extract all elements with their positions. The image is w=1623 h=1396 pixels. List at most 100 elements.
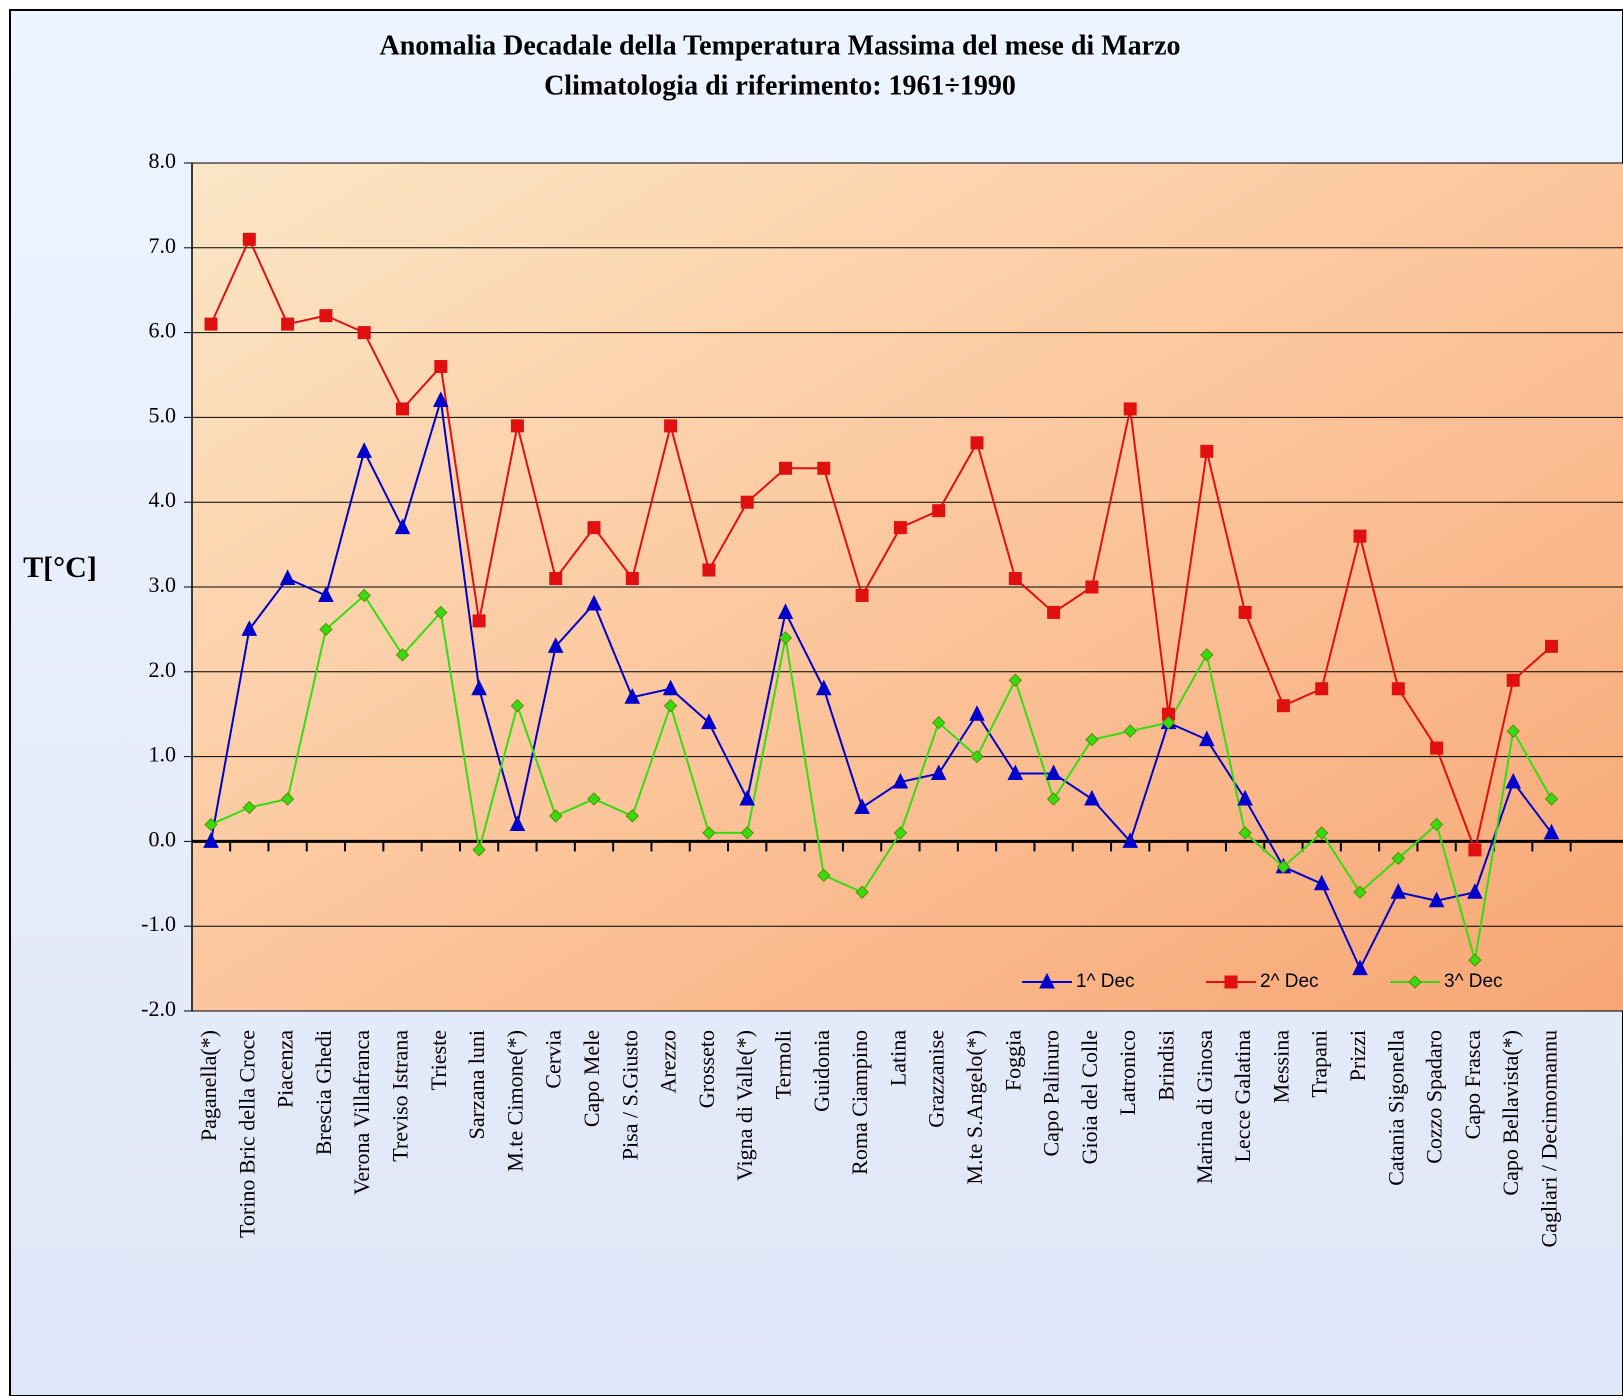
point	[969, 705, 985, 721]
point	[1391, 851, 1406, 866]
point	[281, 317, 295, 331]
point	[1045, 764, 1062, 781]
y-tick-label: 4.0	[149, 487, 177, 512]
point	[777, 603, 794, 619]
point	[1315, 682, 1329, 696]
point	[472, 614, 486, 628]
chart-subtitle: Climatologia di riferimento: 1961÷1990	[544, 70, 1016, 101]
point	[855, 885, 869, 899]
x-tick-label: Roma Ciampino	[847, 1030, 872, 1175]
point	[1506, 673, 1520, 687]
x-tick-label: Treviso Istrana	[388, 1030, 413, 1162]
point	[701, 713, 717, 730]
point	[893, 826, 908, 840]
x-tick-label: Prizzi	[1345, 1030, 1370, 1081]
point	[1123, 724, 1137, 738]
point	[1352, 959, 1368, 976]
x-tick-label: Grazzanise	[924, 1030, 949, 1128]
x-tick-label: M.te Cimone(*)	[502, 1030, 527, 1172]
point	[815, 679, 832, 696]
y-tick-label: -2.0	[141, 996, 176, 1021]
series-line	[210, 236, 1553, 854]
point	[1008, 673, 1023, 687]
point	[1122, 832, 1139, 848]
x-tick-label: Grosseto	[694, 1030, 719, 1108]
point	[625, 809, 640, 823]
point	[663, 699, 678, 713]
point	[1085, 580, 1099, 594]
point	[1429, 817, 1444, 832]
x-tick-label: Paganella(*)	[196, 1030, 221, 1141]
x-tick-label: Capo Frasca	[1460, 1030, 1485, 1140]
point	[1046, 792, 1061, 806]
point	[1314, 826, 1329, 840]
point	[204, 317, 218, 331]
point	[778, 631, 793, 645]
point	[318, 586, 334, 602]
y-tick-label: 5.0	[149, 402, 177, 427]
point	[279, 569, 296, 586]
point	[1237, 789, 1253, 806]
x-tick-label: Trapani	[1307, 1030, 1332, 1098]
x-tick-label: Cozzo Spadaro	[1422, 1030, 1447, 1164]
point	[1200, 648, 1214, 662]
point	[817, 461, 831, 475]
point	[1276, 860, 1291, 874]
point	[854, 798, 870, 814]
point	[1544, 792, 1559, 806]
point	[241, 620, 258, 636]
plot: -2.0 -1.0 0.0 1.0 2.0 3.0 4.0 5.0 6.0 7.0 8.0 Pagan…	[141, 148, 1623, 1248]
point	[509, 815, 526, 831]
x-tick-label: Trieste	[426, 1030, 451, 1090]
point	[357, 588, 371, 603]
point	[396, 402, 409, 416]
point	[625, 572, 639, 586]
x-tick-label: Torino Bric della Croce	[234, 1030, 259, 1238]
x-tick-label: Cervia	[541, 1030, 566, 1089]
point	[1505, 772, 1522, 789]
point	[624, 688, 641, 704]
point	[434, 605, 448, 620]
x-tick-label: Sarzana luni	[464, 1030, 489, 1139]
series-line	[210, 400, 1553, 971]
point	[930, 764, 947, 781]
point	[1467, 883, 1483, 899]
point	[932, 504, 946, 518]
x-tick-label: M.te S.Angelo(*)	[962, 1030, 987, 1185]
x-tick-label: Cagliari / Decimomannu	[1537, 1030, 1562, 1248]
x-tick-label: Vigna di Valle(*)	[732, 1030, 757, 1181]
x-tick-label: Lecce Galatina	[1230, 1030, 1255, 1163]
point	[817, 868, 831, 883]
point	[739, 789, 756, 806]
point	[970, 749, 984, 764]
x-tick-label: Termoli	[771, 1030, 796, 1099]
point	[1161, 715, 1176, 730]
legend-label: 3^ Dec	[1444, 971, 1503, 992]
x-tick-label: Capo Palinuro	[1039, 1030, 1064, 1157]
point	[1123, 402, 1137, 416]
x-tick-label: Brescia Ghedi	[311, 1030, 336, 1155]
point	[1353, 885, 1367, 899]
y-axis-label: T[°C]	[23, 551, 97, 584]
point	[1506, 724, 1520, 738]
x-tick-label: Guidonia	[809, 1030, 834, 1112]
point	[1545, 639, 1558, 653]
point	[1353, 529, 1367, 543]
point	[1085, 732, 1099, 747]
point	[1198, 730, 1215, 747]
point	[432, 391, 449, 407]
point	[1390, 883, 1407, 899]
x-tick-label: Foggia	[1000, 1030, 1025, 1091]
point	[702, 563, 716, 577]
point	[931, 715, 946, 730]
legend-marker	[1039, 972, 1055, 989]
point	[1313, 874, 1330, 891]
point	[242, 232, 256, 246]
legend-marker	[1224, 975, 1238, 989]
point	[395, 648, 410, 662]
point	[280, 792, 295, 806]
point	[1007, 764, 1024, 781]
point	[1468, 953, 1482, 967]
x-tick-label: Verona Villafranca	[349, 1030, 374, 1195]
